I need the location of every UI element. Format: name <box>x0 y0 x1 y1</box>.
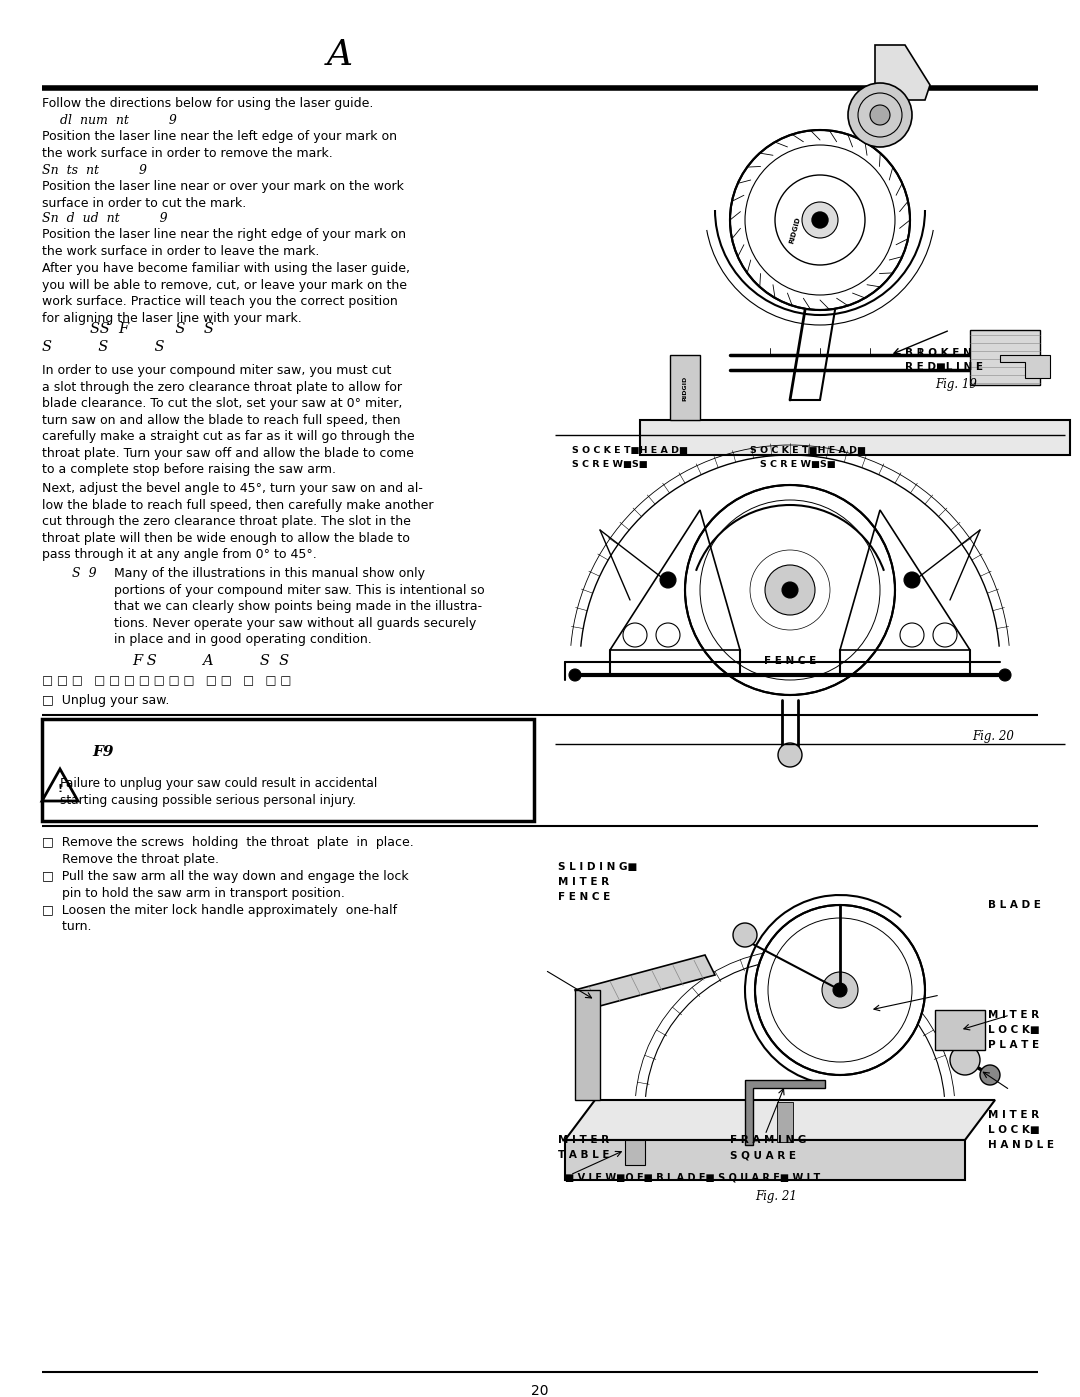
Circle shape <box>870 105 890 124</box>
Text: Fig. 19: Fig. 19 <box>935 379 977 391</box>
Circle shape <box>755 905 924 1076</box>
Polygon shape <box>777 1102 793 1141</box>
Circle shape <box>812 212 828 228</box>
Text: Fig. 21: Fig. 21 <box>755 1190 797 1203</box>
Circle shape <box>802 203 838 237</box>
Text: F R A M I N G: F R A M I N G <box>730 1134 807 1146</box>
Text: S Q U A R E: S Q U A R E <box>730 1150 796 1160</box>
Polygon shape <box>935 1010 985 1051</box>
Polygon shape <box>575 990 600 1099</box>
Polygon shape <box>565 1099 995 1140</box>
Circle shape <box>660 571 676 588</box>
Polygon shape <box>670 355 700 420</box>
Polygon shape <box>625 1140 645 1165</box>
Text: F9: F9 <box>92 745 113 759</box>
Text: A: A <box>327 38 353 73</box>
Text: □ □ □   □ □ □ □ □ □ □   □ □   □   □ □: □ □ □ □ □ □ □ □ □ □ □ □ □ □ □ <box>42 673 292 687</box>
Text: In order to use your compound miter saw, you must cut
a slot through the zero cl: In order to use your compound miter saw,… <box>42 365 415 476</box>
Text: S O C K E T■H E A D■: S O C K E T■H E A D■ <box>572 446 688 455</box>
Circle shape <box>833 983 847 997</box>
Circle shape <box>685 485 895 694</box>
Circle shape <box>569 669 581 680</box>
Circle shape <box>778 743 802 767</box>
Text: SS  F          S    S: SS F S S <box>90 321 214 337</box>
Circle shape <box>733 923 757 947</box>
Circle shape <box>822 972 858 1009</box>
Text: Sn  d  ud  nt          9: Sn d ud nt 9 <box>42 212 167 225</box>
Text: T A B L E: T A B L E <box>558 1150 609 1160</box>
Text: L O C K■: L O C K■ <box>988 1025 1040 1035</box>
Text: S  9: S 9 <box>72 567 96 580</box>
Text: Many of the illustrations in this manual show only
portions of your compound mit: Many of the illustrations in this manual… <box>114 567 485 645</box>
FancyBboxPatch shape <box>42 719 534 821</box>
Text: F S          A          S  S: F S A S S <box>132 654 289 668</box>
Circle shape <box>765 564 815 615</box>
Text: S C R E W■S■: S C R E W■S■ <box>572 460 648 469</box>
Text: L O C K■: L O C K■ <box>988 1125 1040 1134</box>
Circle shape <box>904 571 920 588</box>
Text: Failure to unplug your saw could result in accidental
starting causing possible : Failure to unplug your saw could result … <box>60 777 377 806</box>
Text: !: ! <box>57 784 63 793</box>
Text: M I T E R: M I T E R <box>988 1111 1039 1120</box>
Circle shape <box>848 82 912 147</box>
Text: □  Unplug your saw.: □ Unplug your saw. <box>42 694 170 707</box>
Text: Position the laser line near the left edge of your mark on
the work surface in o: Position the laser line near the left ed… <box>42 130 397 159</box>
Text: M I T E R: M I T E R <box>558 877 609 887</box>
Text: S O C K E T■H E A D■: S O C K E T■H E A D■ <box>750 446 866 455</box>
Text: ■ V I E W■O F■ B L A D E■ S Q U A R E■ W I T: ■ V I E W■O F■ B L A D E■ S Q U A R E■ W… <box>565 1172 820 1182</box>
Text: R E D■L I N E: R E D■L I N E <box>905 362 983 372</box>
Circle shape <box>999 669 1011 680</box>
Text: RIDGID: RIDGID <box>683 376 688 401</box>
Circle shape <box>980 1065 1000 1085</box>
Text: RIDGID: RIDGID <box>788 217 801 244</box>
Polygon shape <box>1000 355 1050 379</box>
Polygon shape <box>575 956 715 1010</box>
Text: dl  num  nt          9: dl num nt 9 <box>60 115 177 127</box>
Text: Follow the directions below for using the laser guide.: Follow the directions below for using th… <box>42 96 374 110</box>
Text: □  Pull the saw arm all the way down and engage the lock
     pin to hold the sa: □ Pull the saw arm all the way down and … <box>42 870 408 900</box>
Text: Position the laser line near or over your mark on the work
surface in order to c: Position the laser line near or over you… <box>42 180 404 210</box>
Text: 20: 20 <box>531 1384 549 1397</box>
Text: M I T E R: M I T E R <box>988 1010 1039 1020</box>
Text: S C R E W■S■: S C R E W■S■ <box>760 460 836 469</box>
Text: Next, adjust the bevel angle to 45°, turn your saw on and al-
low the blade to r: Next, adjust the bevel angle to 45°, tur… <box>42 482 433 562</box>
Polygon shape <box>640 420 1070 455</box>
Text: Fig. 20: Fig. 20 <box>972 731 1014 743</box>
Text: M I T E R: M I T E R <box>558 1134 609 1146</box>
Text: Position the laser line near the right edge of your mark on
the work surface in : Position the laser line near the right e… <box>42 228 406 257</box>
Circle shape <box>730 130 910 310</box>
Text: After you have become familiar with using the laser guide,
you will be able to r: After you have become familiar with usin… <box>42 263 410 324</box>
Text: S          S          S: S S S <box>42 339 164 353</box>
Text: B L A D E: B L A D E <box>988 900 1041 909</box>
Polygon shape <box>565 1140 966 1180</box>
Text: F E N C E: F E N C E <box>558 893 610 902</box>
Polygon shape <box>970 330 1040 386</box>
Circle shape <box>782 583 798 598</box>
Polygon shape <box>745 1080 825 1146</box>
Circle shape <box>950 1045 980 1076</box>
Text: F E N C E: F E N C E <box>764 657 816 666</box>
Text: □  Remove the screws  holding  the throat  plate  in  place.
     Remove the thr: □ Remove the screws holding the throat p… <box>42 835 414 866</box>
Text: B R O K E N: B R O K E N <box>905 348 972 358</box>
Text: H A N D L E: H A N D L E <box>988 1140 1054 1150</box>
Polygon shape <box>875 45 930 101</box>
Text: S L I D I N G■: S L I D I N G■ <box>558 862 637 872</box>
Text: □  Loosen the miter lock handle approximately  one-half
     turn.: □ Loosen the miter lock handle approxima… <box>42 904 397 933</box>
Text: P L A T E: P L A T E <box>988 1039 1039 1051</box>
Text: Sn  ts  nt          9: Sn ts nt 9 <box>42 163 147 177</box>
